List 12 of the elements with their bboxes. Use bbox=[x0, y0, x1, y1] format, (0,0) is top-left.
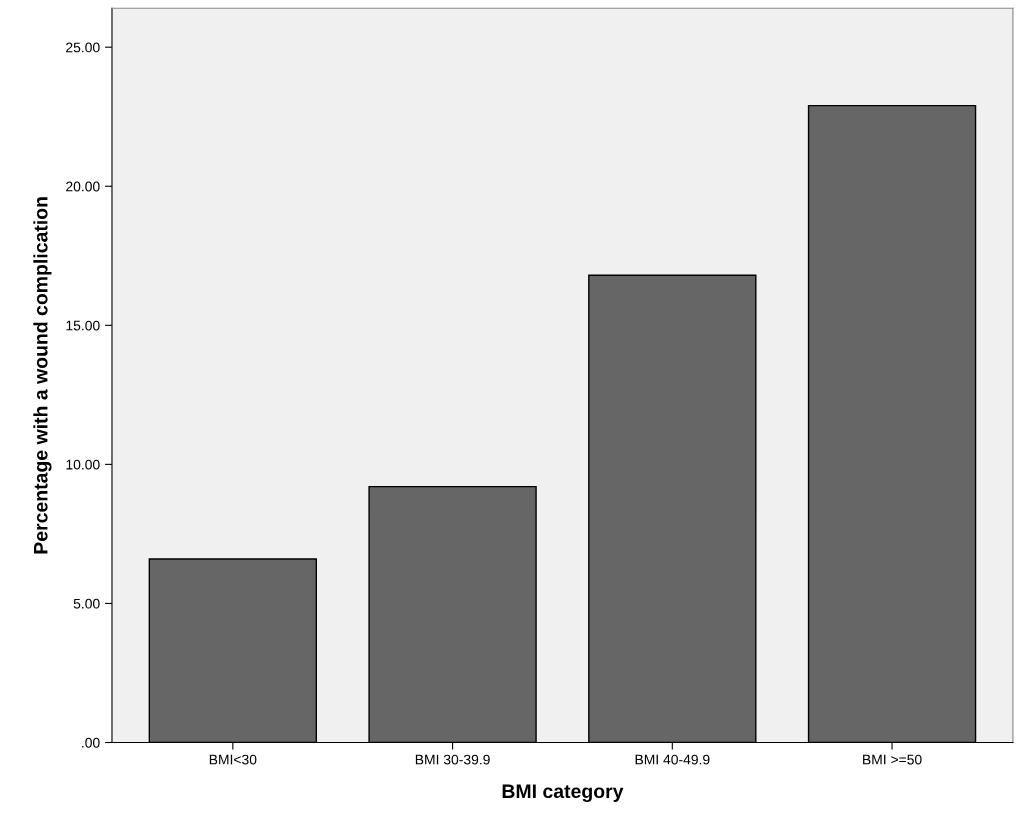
y-tick-label: 20.00 bbox=[66, 181, 100, 192]
y-tick-label: .00 bbox=[82, 737, 100, 748]
x-tick-label: BMI 40-49.9 bbox=[635, 754, 710, 765]
x-tick-label: BMI >=50 bbox=[863, 754, 922, 765]
x-axis-title: BMI category bbox=[502, 784, 624, 803]
x-tick-label: BMI<30 bbox=[209, 754, 257, 765]
y-tick-label: 10.00 bbox=[66, 459, 100, 470]
y-tick-label: 25.00 bbox=[66, 42, 100, 53]
x-tick-label: BMI 30-39.9 bbox=[415, 754, 490, 765]
y-tick-label: 5.00 bbox=[73, 598, 100, 609]
y-axis-title: Percentage with a wound complication bbox=[33, 197, 52, 554]
y-tick-label: 15.00 bbox=[66, 320, 100, 331]
